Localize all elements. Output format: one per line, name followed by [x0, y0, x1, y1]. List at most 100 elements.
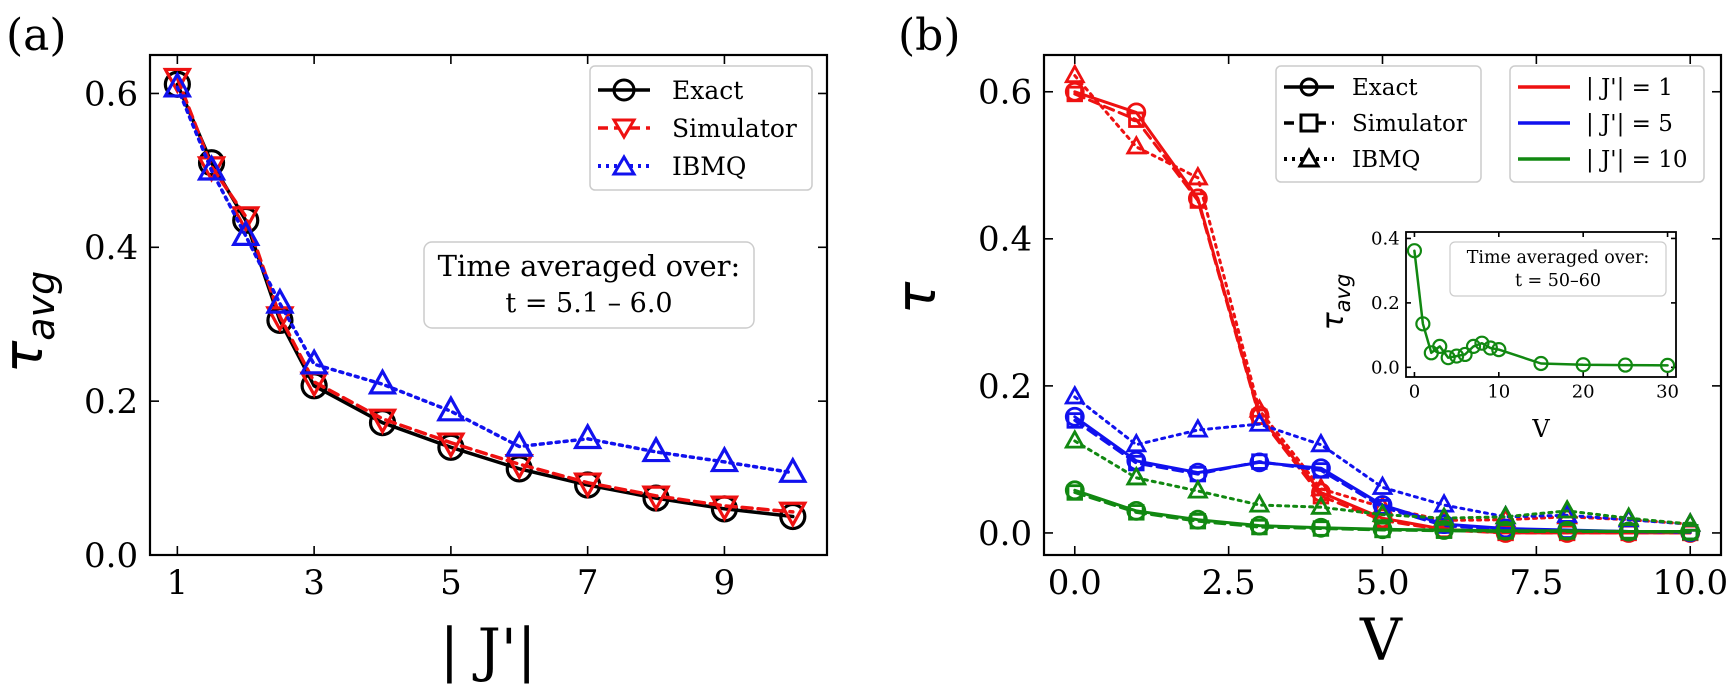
panel-a-data-point [231, 219, 261, 247]
inset: 0 10 20 30 0.0 0.2 0.4 τavg V Time averaged ov… [1316, 229, 1679, 443]
panel-a-ylabel: τavg [0, 271, 63, 373]
panel-b-data-point [1063, 428, 1086, 449]
panel-b-ticks: 0.0 2.5 5.0 7.5 10.0 0.0 0.2 0.4 0.6 [978, 55, 1728, 603]
legend-b-j5-label: | J'| = 5 [1586, 111, 1673, 137]
inset-xtick-label: 20 [1572, 382, 1595, 403]
panel-b-data-point [1125, 134, 1148, 155]
inset-xtick-label: 0 [1409, 382, 1420, 403]
inset-data-point [1415, 316, 1431, 332]
inset-ytick-label: 0.0 [1371, 358, 1400, 379]
panel-b-data-point [1064, 406, 1085, 427]
inset-ylabel-sub: avg [1331, 274, 1355, 313]
panel-b-data-point [1310, 476, 1332, 497]
inset-annotation-box [1449, 241, 1667, 297]
panel-b-data-point [1066, 484, 1083, 501]
panel-a-data-point [778, 501, 808, 529]
panel-b-data-point [1494, 504, 1517, 525]
panel-a-data-point [197, 149, 226, 177]
inset-data-point [1474, 335, 1490, 351]
panel-a-data-point [641, 485, 671, 513]
legend-b-exact-marker [1299, 77, 1319, 97]
panel-b-ytick-label: 0.4 [978, 220, 1032, 260]
panel-b-xlabel: V [1359, 606, 1403, 674]
legend-a-ibmq-label: IBMQ [672, 152, 746, 181]
panel-b-data-point [1066, 412, 1083, 429]
legend-b-exact-label: Exact [1352, 75, 1418, 101]
panel-b-data-point [1186, 478, 1209, 499]
panel-a-xtick-label: 3 [303, 563, 325, 603]
panel-b-legend-methods: Exact Simulator IBMQ [1275, 65, 1482, 183]
panel-b-xtick-label: 5.0 [1355, 563, 1409, 603]
panel-a-data-point [778, 456, 808, 483]
panel-b-legend-couplings: | J'| = 1 | J'| = 5 | J'| = 10 [1509, 65, 1705, 183]
inset-data-point [1465, 338, 1482, 354]
panel-b-data-point [1128, 111, 1145, 128]
panel-a-data-point [436, 394, 466, 422]
inset-data-point [1575, 357, 1591, 373]
panel-b-data-point [1186, 417, 1209, 438]
panel-a-series-line-2 [175, 85, 795, 475]
inset-data-point [1457, 346, 1473, 363]
panel-b-data-point [1251, 453, 1268, 470]
legend-a-exact-label: Exact [672, 76, 743, 105]
panel-a-ylabel-sub: avg [19, 271, 63, 341]
panel-a-data-point [162, 67, 193, 95]
inset-data-point [1432, 338, 1448, 354]
legend-a-simulator-label: Simulator [672, 114, 797, 143]
panel-a-data-point [367, 367, 398, 395]
panel-b-series-line-4 [1073, 418, 1692, 534]
panel-a-xtick-label: 5 [440, 563, 462, 603]
panel-a-data-point [265, 306, 295, 333]
panel-a-axes-frame [148, 53, 829, 557]
panel-b-series-line-7 [1073, 491, 1692, 534]
inset-ytick-label: 0.2 [1371, 293, 1400, 314]
panel-b-data-point [1310, 495, 1332, 515]
inset-data-point [1449, 348, 1465, 364]
panel-a-data-point [504, 430, 534, 457]
panel-a-annotation-box [423, 241, 755, 329]
panel-b-data-point [1617, 506, 1640, 526]
inset-ticks: 0 10 20 30 0.0 0.2 0.4 [1371, 229, 1679, 403]
panel-b-data-point [1682, 524, 1699, 541]
inset-xtick-label: 30 [1656, 382, 1679, 403]
panel-b-data-point [1125, 432, 1148, 453]
panel-b-xtick-label: 0.0 [1048, 563, 1102, 603]
panel-b-data-point [1679, 512, 1702, 532]
panel-b-data-point [1248, 492, 1271, 513]
panel-a-ylabel-main: τ [0, 340, 55, 373]
panel-b-xtick-label: 7.5 [1509, 563, 1563, 603]
legend-b-ibmq-label: IBMQ [1352, 147, 1420, 173]
inset-xlabel: V [1531, 415, 1550, 443]
panel-b-ytick-label: 0.6 [978, 73, 1032, 113]
panel-a-ytick-label: 0.4 [84, 228, 138, 268]
panel-a-data-point [709, 445, 740, 473]
inset-ytick-label: 0.4 [1371, 229, 1400, 250]
panel-b-data-point [1556, 498, 1579, 519]
legend-b-j1-label: | J'| = 1 [1586, 75, 1673, 101]
panel-a-data-point [641, 435, 671, 463]
legend-a-simulator-marker [611, 118, 637, 140]
panel-a-xtick-label: 9 [714, 563, 736, 603]
inset-annotation-line1: Time averaged over: [1467, 248, 1650, 268]
panel-b-data-point [1371, 475, 1394, 495]
panel-b-series [1063, 63, 1702, 543]
panel-a: (a) 1 3 5 7 9 0.0 0.2 0.4 0.6 τavg | J'| Exact S… [0, 10, 829, 684]
panel-b: (b) 0.0 2.5 5.0 7.5 10.0 0.0 0.2 0.4 0.6 τ V Exa… [885, 10, 1728, 674]
panel-b-data-point [1371, 502, 1394, 523]
inset-ylabel-main: τ [1316, 311, 1351, 330]
panel-a-data-point [709, 495, 740, 523]
legend-b-simulator-marker [1299, 113, 1319, 133]
legend-b-ibmq-marker [1297, 146, 1321, 168]
panel-a-annotation: Time averaged over: t = 5.1 – 6.0 [423, 241, 755, 329]
panel-b-data-point [1251, 518, 1268, 536]
panel-b-data-point [1125, 465, 1148, 486]
panel-a-ticks: 1 3 5 7 9 0.0 0.2 0.4 0.6 [84, 55, 827, 603]
panel-a-annotation-line2: t = 5.1 – 6.0 [505, 288, 672, 319]
panel-b-legend-methods-box [1275, 65, 1482, 183]
inset-data-point [1482, 340, 1498, 356]
panel-b-data-point [1374, 521, 1391, 539]
legend-a-ibmq-marker [611, 154, 637, 176]
inset-ylabel: τavg [1316, 274, 1355, 331]
panel-b-series-line-8 [1073, 439, 1692, 526]
